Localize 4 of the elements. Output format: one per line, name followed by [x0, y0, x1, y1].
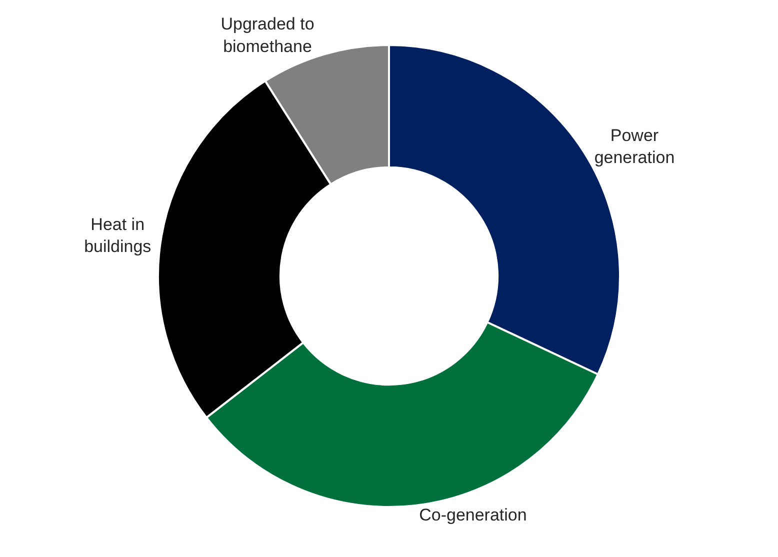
slice-label: Power generation: [594, 126, 675, 167]
slice-label: Heat in buildings: [84, 215, 152, 256]
slice-label: Upgraded to biomethane: [220, 14, 314, 56]
slice-label: Co-generation: [419, 505, 527, 524]
